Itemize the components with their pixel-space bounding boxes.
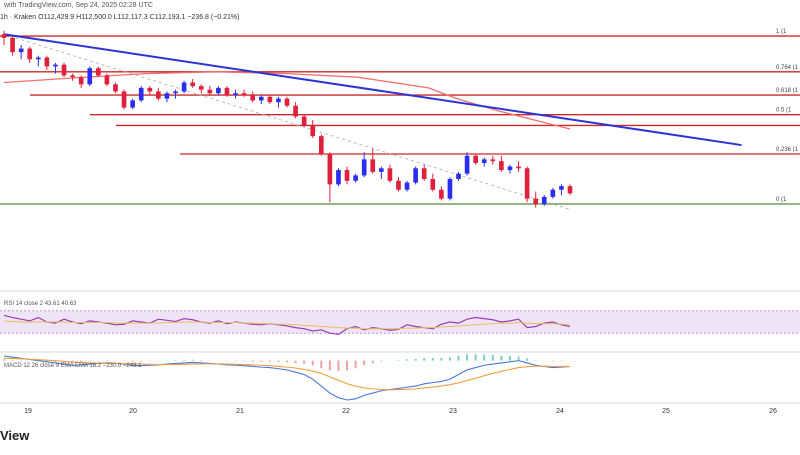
dashed-trend-line — [3, 33, 571, 210]
candle — [250, 95, 256, 101]
x-tick-label: 23 — [449, 408, 457, 415]
candle — [567, 186, 573, 194]
x-tick-label: 25 — [662, 408, 670, 415]
x-tick-label: 19 — [24, 408, 32, 415]
candle — [267, 96, 273, 103]
candle — [404, 182, 410, 190]
candle — [224, 87, 230, 96]
candle — [301, 116, 307, 126]
candle — [336, 170, 341, 185]
candle — [10, 37, 15, 53]
candle — [293, 105, 298, 117]
candle — [447, 179, 453, 199]
candle — [1, 34, 7, 38]
candle — [241, 93, 247, 96]
candle — [198, 86, 204, 90]
tradingview-watermark: View — [0, 428, 30, 443]
candle — [430, 179, 436, 190]
candle — [121, 91, 127, 108]
candle — [173, 91, 178, 94]
candle — [456, 173, 461, 180]
fib-label: 0 (1 — [776, 197, 787, 203]
candle — [490, 159, 496, 162]
candle — [516, 166, 521, 169]
candle — [27, 48, 33, 60]
candle — [361, 159, 367, 176]
candle — [387, 168, 393, 181]
candle — [464, 155, 470, 174]
fib-label: 0.236 (1 — [776, 147, 799, 153]
rsi-band — [0, 310, 800, 334]
candle — [61, 64, 67, 76]
x-tick-label: 21 — [236, 408, 244, 415]
candle — [258, 96, 264, 101]
candle — [439, 189, 444, 199]
candle — [164, 93, 170, 99]
symbol-ohlc-line: 1h · Kraken O112,429.9 H112,500.0 L112,1… — [0, 14, 240, 21]
candle — [524, 168, 530, 199]
x-tick-label: 26 — [769, 408, 777, 415]
candle — [379, 168, 384, 172]
candle — [396, 180, 401, 190]
rsi-pane: RSI 14 close 2 43.61 40.63 — [0, 301, 800, 335]
fib-label: 0.764 (1 — [776, 65, 799, 71]
candle — [138, 87, 144, 101]
candle — [156, 91, 161, 99]
candle — [96, 68, 101, 76]
candle — [344, 170, 350, 181]
candle — [318, 136, 324, 154]
fib-label: 1 (1 — [776, 29, 787, 35]
candle — [499, 161, 504, 171]
macd-header: MACD 12 26 close 9 EMA EMA 18.2 −230.0 −… — [4, 363, 142, 369]
candle — [35, 57, 41, 60]
x-tick-label: 20 — [129, 408, 137, 415]
candle — [78, 77, 84, 85]
candle — [533, 198, 539, 205]
candle — [327, 154, 333, 185]
candle — [130, 100, 135, 108]
source-caption: with TradingView.com, Sep 24, 2025 02:28… — [4, 2, 153, 9]
candle — [216, 87, 221, 94]
candle — [370, 159, 376, 172]
rsi-header: RSI 14 close 2 43.61 40.63 — [4, 301, 77, 307]
candle — [421, 168, 427, 180]
macd-pane: MACD 12 26 close 9 EMA EMA 18.2 −230.0 −… — [3, 354, 571, 401]
fib-label: 0.5 (1 — [776, 108, 792, 114]
candle — [113, 84, 118, 92]
candle — [559, 186, 564, 190]
candle — [181, 82, 187, 92]
time-axis: 19 20 21 22 23 24 25 26 — [24, 408, 777, 415]
candle — [104, 75, 110, 85]
candle — [87, 68, 93, 85]
candle — [541, 196, 547, 205]
candle — [190, 82, 195, 87]
candle — [44, 57, 50, 67]
bearish-trend-line — [3, 33, 742, 147]
macd-signal-line — [3, 357, 570, 391]
moving-average-line — [3, 71, 571, 130]
candle — [53, 64, 58, 67]
candle — [70, 75, 75, 78]
candle — [207, 89, 213, 94]
candle — [233, 93, 238, 96]
candle — [353, 175, 358, 181]
price-pane: 1 (1 0.764 (1 0.618 (1 0.5 (1 0.236 (1 0 (1 — [0, 29, 800, 210]
candle — [550, 189, 556, 197]
candle — [147, 87, 153, 92]
rsi-line — [3, 314, 571, 335]
candle — [481, 159, 487, 163]
candle — [507, 166, 513, 171]
x-tick-label: 24 — [556, 408, 564, 415]
rsi-ma-line — [3, 320, 570, 330]
candle — [18, 48, 24, 53]
candle — [310, 125, 316, 137]
candle — [284, 98, 290, 106]
candle — [473, 155, 478, 163]
fib-label: 0.618 (1 — [776, 88, 799, 94]
candle — [276, 98, 281, 103]
x-tick-label: 22 — [342, 408, 350, 415]
candle — [413, 168, 418, 183]
